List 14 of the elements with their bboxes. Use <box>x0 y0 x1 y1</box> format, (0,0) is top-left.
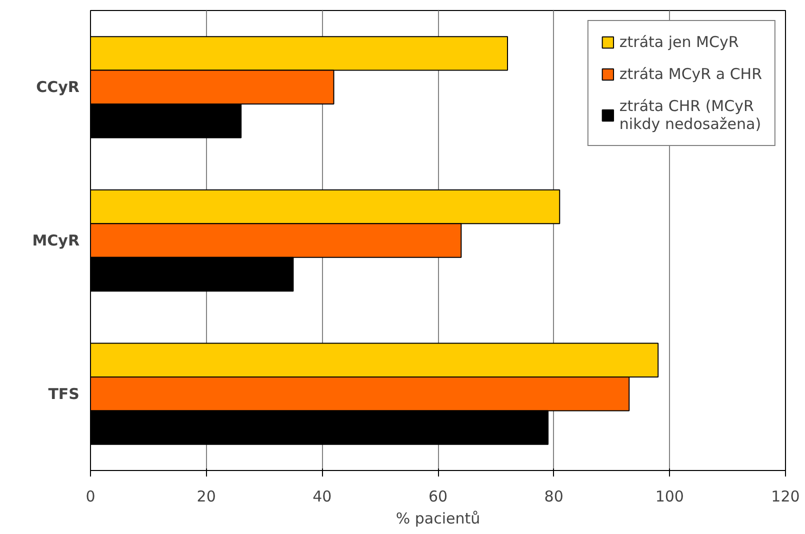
x-tick-label: 120 <box>771 488 800 506</box>
y-tick-label: MCyR <box>32 232 80 250</box>
x-axis-title: % pacientů <box>396 510 480 528</box>
x-tick-label: 100 <box>655 488 684 506</box>
x-tick-label: 0 <box>86 488 96 506</box>
x-tick-label: 40 <box>312 488 332 506</box>
y-tick-label: CCyR <box>36 78 80 96</box>
x-tick-label: 20 <box>196 488 216 506</box>
legend-label: ztráta CHR (MCyR nikdy nedosažena) <box>619 97 762 133</box>
legend-label: ztráta MCyR a CHR <box>619 65 762 83</box>
x-tick-label: 60 <box>428 488 448 506</box>
x-tick-label: 80 <box>544 488 564 506</box>
y-tick-label: TFS <box>48 384 80 403</box>
legend-label: ztráta jen MCyR <box>619 33 739 51</box>
